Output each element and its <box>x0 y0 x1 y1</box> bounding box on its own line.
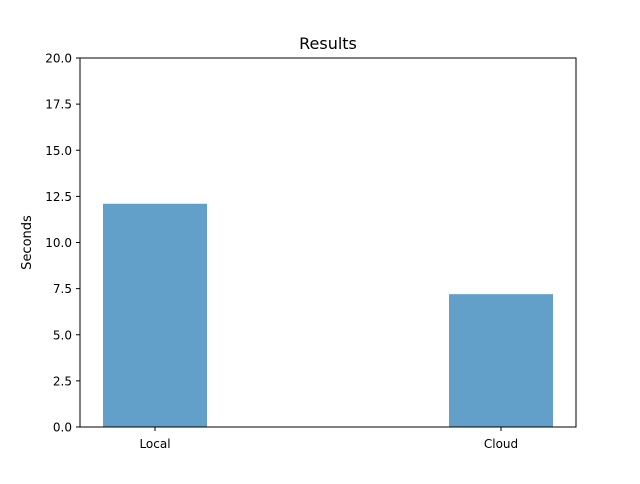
x-tick-label: Cloud <box>484 437 518 451</box>
x-tick-label: Local <box>139 437 170 451</box>
y-tick-label: 5.0 <box>53 328 72 342</box>
y-axis-label: Seconds <box>20 215 35 270</box>
y-tick-label: 10.0 <box>45 236 72 250</box>
bar-cloud <box>449 294 553 427</box>
y-tick-label: 20.0 <box>45 52 72 66</box>
y-tick-label: 0.0 <box>53 421 72 435</box>
chart-title: Results <box>299 34 357 53</box>
y-tick-label: 17.5 <box>45 98 72 112</box>
plot-frame <box>79 57 577 428</box>
bars-layer <box>103 203 553 427</box>
y-tick-label: 12.5 <box>45 190 72 204</box>
y-tick-label: 7.5 <box>53 282 72 296</box>
y-tick-label: 2.5 <box>53 374 72 388</box>
y-axis: 0.0 2.5 5.0 7.5 10.0 12.5 15.0 17.5 20.0 <box>45 52 80 435</box>
y-tick-label: 15.0 <box>45 144 72 158</box>
bar-local <box>103 203 207 427</box>
x-axis: Local Cloud <box>139 427 518 451</box>
